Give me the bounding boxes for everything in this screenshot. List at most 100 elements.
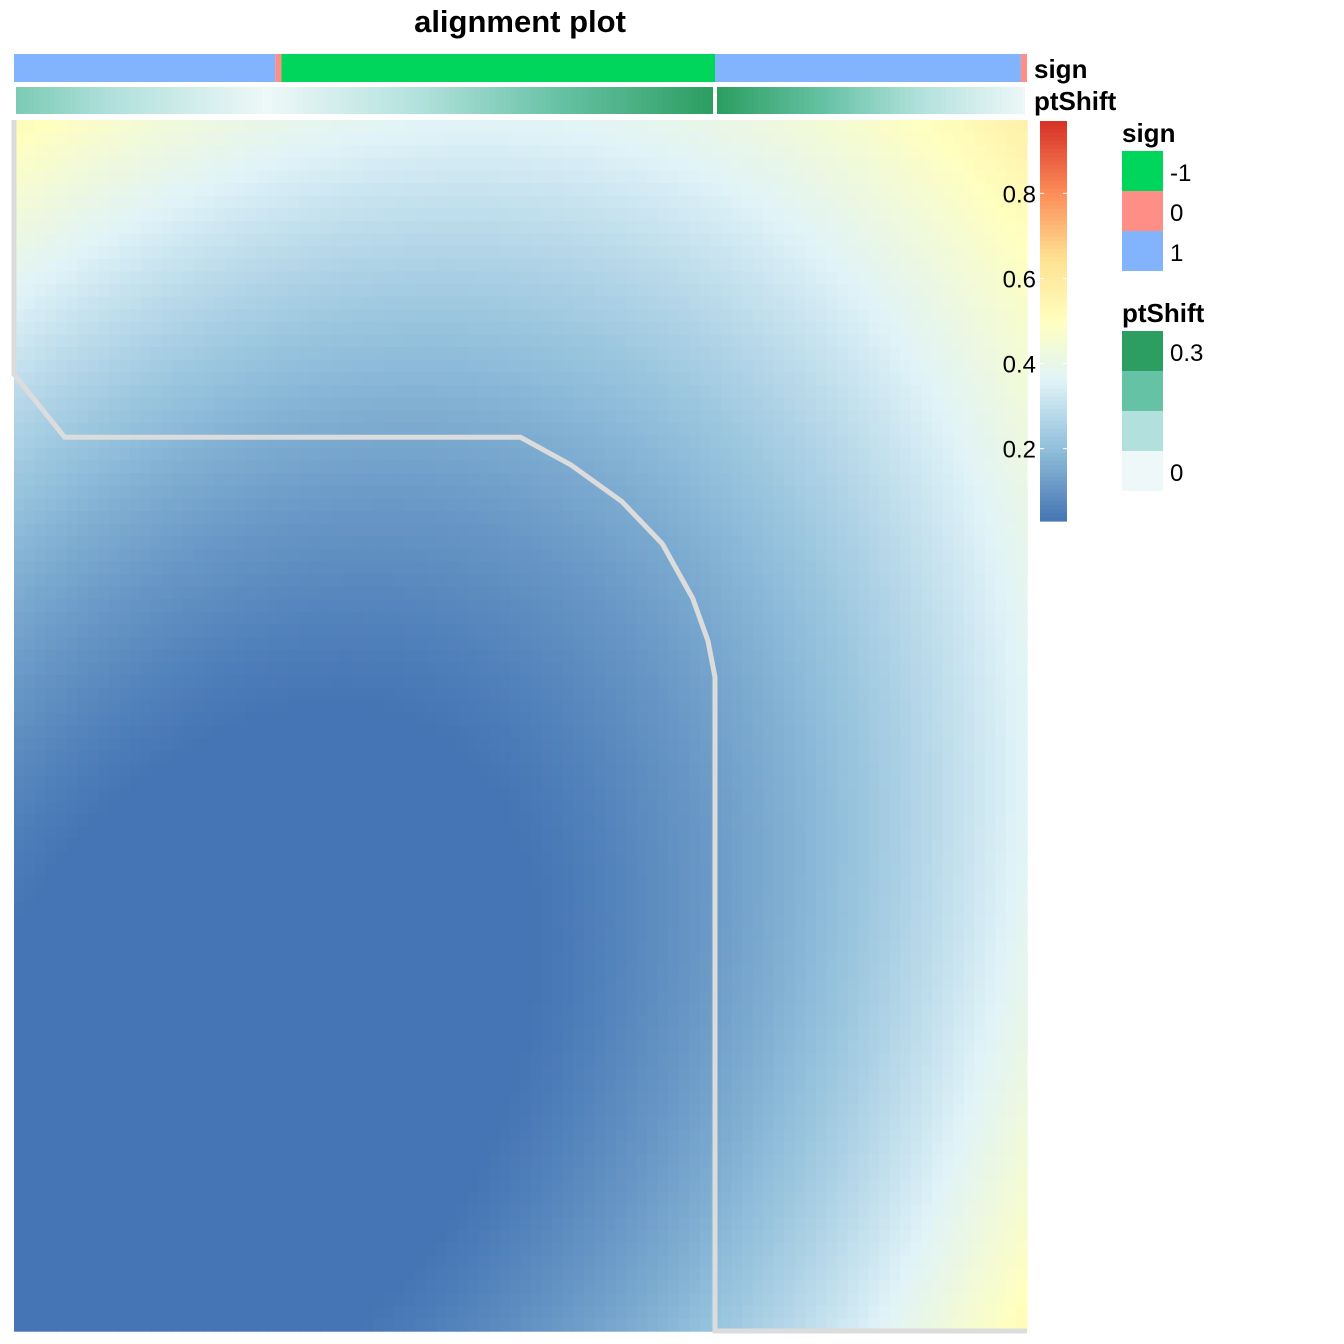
heatmap-cell — [161, 1179, 173, 1193]
heatmap-cell — [130, 775, 142, 790]
heatmap-cell — [66, 763, 79, 777]
heatmap-cell — [393, 1141, 406, 1156]
heatmap-cell — [161, 208, 173, 222]
heatmap-cell — [372, 1318, 385, 1332]
heatmap-cell — [362, 725, 374, 739]
heatmap-cell — [288, 1141, 300, 1156]
heatmap-cell — [467, 763, 479, 777]
ptshift-cell — [1006, 87, 1013, 114]
heatmap-cell — [246, 649, 258, 664]
heatmap-cell — [56, 788, 68, 802]
heatmap-cell — [425, 649, 437, 664]
heatmap-cell — [203, 1280, 216, 1294]
heatmap-cell — [393, 384, 406, 399]
heatmap-cell — [372, 1028, 385, 1042]
heatmap-cell — [531, 952, 543, 966]
heatmap-cell — [488, 1028, 501, 1042]
heatmap-cell — [372, 952, 385, 966]
heatmap-cell — [214, 233, 226, 247]
heatmap-cell — [256, 1255, 268, 1269]
heatmap-cell — [14, 1280, 26, 1294]
heatmap-cell — [214, 1255, 226, 1269]
heatmap-cell — [256, 157, 268, 172]
heatmap-cell — [425, 1255, 437, 1269]
heatmap-cell — [151, 889, 163, 903]
heatmap-cell — [488, 1167, 501, 1181]
heatmap-cell — [298, 611, 311, 626]
heatmap-cell — [45, 876, 57, 891]
heatmap-cell — [225, 1103, 237, 1118]
heatmap-cell — [214, 246, 226, 260]
ptshift-cell — [631, 87, 638, 114]
heatmap-cell — [520, 485, 532, 500]
heatmap-cell — [362, 460, 374, 474]
heatmap-cell — [404, 485, 416, 500]
heatmap-cell — [467, 1091, 479, 1105]
heatmap-cell — [151, 1103, 163, 1118]
heatmap-cell — [225, 902, 237, 916]
heatmap-cell — [77, 813, 89, 828]
heatmap-cell — [499, 939, 511, 954]
heatmap-cell — [351, 296, 363, 310]
heatmap-cell — [193, 763, 205, 777]
heatmap-cell — [277, 637, 290, 651]
heatmap-cell — [330, 183, 342, 197]
heatmap-cell — [108, 220, 121, 235]
heatmap-cell — [98, 687, 110, 701]
heatmap-cell — [225, 334, 237, 348]
heatmap-cell — [404, 258, 416, 273]
heatmap-cell — [66, 1078, 79, 1093]
heatmap-cell — [246, 548, 258, 563]
heatmap-cell — [446, 725, 458, 739]
heatmap-cell — [520, 725, 532, 739]
heatmap-cell — [309, 1305, 321, 1320]
heatmap-cell — [225, 536, 237, 550]
heatmap-cell — [182, 309, 195, 323]
heatmap-cell — [108, 1116, 121, 1130]
heatmap-cell — [130, 157, 142, 172]
heatmap-cell — [24, 839, 36, 853]
heatmap-cell — [246, 1141, 258, 1156]
heatmap-cell — [172, 422, 184, 437]
heatmap-cell — [225, 1053, 237, 1067]
heatmap-cell — [393, 1204, 406, 1219]
heatmap-cell — [119, 561, 131, 575]
heatmap-cell — [467, 738, 479, 752]
heatmap-cell — [77, 1192, 89, 1206]
heatmap-cell — [119, 170, 131, 184]
heatmap-cell — [383, 1154, 395, 1168]
heatmap-cell — [320, 145, 332, 159]
heatmap-cell — [446, 977, 458, 992]
heatmap-cell — [383, 1066, 395, 1080]
heatmap-cell — [193, 1204, 205, 1219]
heatmap-cell — [14, 813, 26, 828]
ptshift-cell — [69, 87, 76, 114]
heatmap-cell — [446, 637, 458, 651]
heatmap-cell — [151, 233, 163, 247]
heatmap-cell — [320, 485, 332, 500]
heatmap-cell — [24, 700, 36, 714]
heatmap-cell — [478, 309, 490, 323]
heatmap-cell — [288, 309, 300, 323]
ptshift-separator — [712, 86, 717, 115]
heatmap-cell — [351, 435, 363, 449]
heatmap-cell — [436, 1078, 448, 1093]
heatmap-cell — [140, 813, 152, 828]
heatmap-cell — [531, 132, 543, 146]
heatmap-cell — [309, 889, 321, 903]
heatmap-cell — [172, 271, 184, 285]
heatmap-cell — [436, 195, 448, 209]
heatmap-cell — [277, 1280, 290, 1294]
heatmap-cell — [161, 1318, 173, 1332]
heatmap-cell — [393, 246, 406, 260]
ptshift-cell — [976, 87, 983, 114]
heatmap-cell — [393, 574, 406, 588]
heatmap-cell — [414, 548, 427, 563]
heatmap-cell — [414, 977, 427, 992]
heatmap-cell — [425, 523, 437, 537]
heatmap-cell — [225, 1167, 237, 1181]
heatmap-cell — [520, 1318, 532, 1332]
heatmap-cell — [414, 397, 427, 411]
heatmap-cell — [161, 435, 173, 449]
heatmap-cell — [14, 725, 26, 739]
